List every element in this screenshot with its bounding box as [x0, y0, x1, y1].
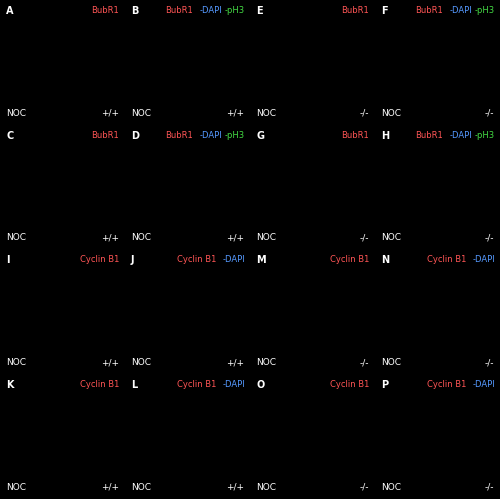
Text: -DAPI: -DAPI	[450, 131, 472, 140]
Text: NOC: NOC	[6, 483, 26, 492]
Text: NOC: NOC	[381, 109, 401, 118]
Text: +/+: +/+	[226, 483, 244, 492]
Text: D: D	[131, 131, 139, 141]
Text: -/-: -/-	[484, 483, 494, 492]
Text: -/-: -/-	[360, 358, 369, 367]
Text: BubR1: BubR1	[92, 131, 119, 140]
Text: -pH3: -pH3	[225, 6, 245, 15]
Text: -DAPI: -DAPI	[222, 255, 245, 264]
Text: BubR1: BubR1	[341, 131, 369, 140]
Text: -/-: -/-	[484, 358, 494, 367]
Text: -pH3: -pH3	[475, 131, 495, 140]
Text: A: A	[6, 6, 14, 16]
Text: BubR1: BubR1	[416, 131, 443, 140]
Text: NOC: NOC	[381, 358, 401, 367]
Text: NOC: NOC	[381, 234, 401, 243]
Text: NOC: NOC	[6, 109, 26, 118]
Text: +/+: +/+	[226, 358, 244, 367]
Text: Cyclin B1: Cyclin B1	[80, 255, 119, 264]
Text: BubR1: BubR1	[166, 131, 194, 140]
Text: NOC: NOC	[131, 234, 151, 243]
Text: M: M	[256, 255, 266, 265]
Text: NOC: NOC	[256, 234, 276, 243]
Text: Cyclin B1: Cyclin B1	[427, 380, 467, 389]
Text: G: G	[256, 131, 264, 141]
Text: NOC: NOC	[256, 358, 276, 367]
Text: Cyclin B1: Cyclin B1	[177, 380, 216, 389]
Text: Cyclin B1: Cyclin B1	[427, 255, 467, 264]
Text: +/+: +/+	[226, 109, 244, 118]
Text: -/-: -/-	[360, 483, 369, 492]
Text: -DAPI: -DAPI	[200, 6, 222, 15]
Text: -DAPI: -DAPI	[450, 6, 472, 15]
Text: -DAPI: -DAPI	[472, 255, 495, 264]
Text: -/-: -/-	[484, 109, 494, 118]
Text: NOC: NOC	[256, 483, 276, 492]
Text: -DAPI: -DAPI	[472, 380, 495, 389]
Text: +/+: +/+	[101, 483, 119, 492]
Text: +/+: +/+	[101, 358, 119, 367]
Text: BubR1: BubR1	[92, 6, 119, 15]
Text: NOC: NOC	[131, 483, 151, 492]
Text: E: E	[256, 6, 262, 16]
Text: Cyclin B1: Cyclin B1	[330, 255, 369, 264]
Text: -/-: -/-	[360, 234, 369, 243]
Text: -pH3: -pH3	[225, 131, 245, 140]
Text: BubR1: BubR1	[166, 6, 194, 15]
Text: NOC: NOC	[381, 483, 401, 492]
Text: BubR1: BubR1	[416, 6, 443, 15]
Text: H: H	[381, 131, 389, 141]
Text: P: P	[381, 380, 388, 390]
Text: NOC: NOC	[131, 358, 151, 367]
Text: NOC: NOC	[6, 234, 26, 243]
Text: -pH3: -pH3	[475, 6, 495, 15]
Text: NOC: NOC	[131, 109, 151, 118]
Text: +/+: +/+	[101, 109, 119, 118]
Text: O: O	[256, 380, 264, 390]
Text: C: C	[6, 131, 14, 141]
Text: -/-: -/-	[484, 234, 494, 243]
Text: L: L	[131, 380, 138, 390]
Text: J: J	[131, 255, 134, 265]
Text: Cyclin B1: Cyclin B1	[330, 380, 369, 389]
Text: -/-: -/-	[360, 109, 369, 118]
Text: I: I	[6, 255, 10, 265]
Text: F: F	[381, 6, 388, 16]
Text: +/+: +/+	[101, 234, 119, 243]
Text: -DAPI: -DAPI	[200, 131, 222, 140]
Text: BubR1: BubR1	[341, 6, 369, 15]
Text: Cyclin B1: Cyclin B1	[177, 255, 216, 264]
Text: K: K	[6, 380, 14, 390]
Text: NOC: NOC	[256, 109, 276, 118]
Text: N: N	[381, 255, 389, 265]
Text: NOC: NOC	[6, 358, 26, 367]
Text: B: B	[131, 6, 138, 16]
Text: +/+: +/+	[226, 234, 244, 243]
Text: -DAPI: -DAPI	[222, 380, 245, 389]
Text: Cyclin B1: Cyclin B1	[80, 380, 119, 389]
